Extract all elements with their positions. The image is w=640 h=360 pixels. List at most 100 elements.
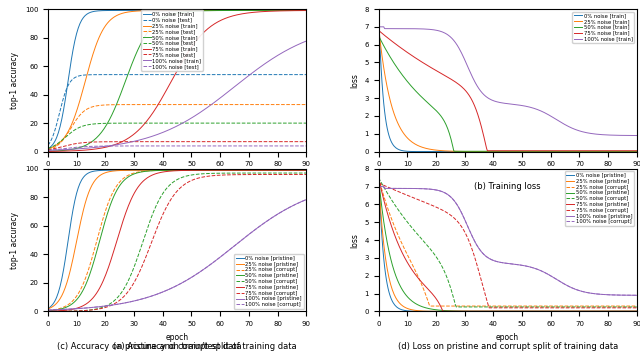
0% noise [test] (45, 142, 52, 146)
25% noise [pristine] (303, 168, 310, 172)
25% noise [pristine] (593, 309, 601, 314)
25% noise [pristine] (633, 309, 640, 314)
25% noise [train] (262, 8, 269, 13)
100% noise [train] (532, 107, 540, 111)
75% noise [test] (202, 139, 210, 144)
50% noise [train] (374, 33, 382, 38)
25% noise [train] (534, 149, 541, 154)
Line: 0% noise [pristine]: 0% noise [pristine] (378, 169, 637, 311)
50% noise [pristine] (44, 309, 52, 313)
100% noise [train] (593, 132, 600, 136)
0% noise [pristine] (202, 168, 210, 172)
75% noise [corrupt] (197, 175, 205, 180)
50% noise [train] (45, 149, 52, 153)
100% noise [test] (44, 148, 52, 153)
Line: 50% noise [train]: 50% noise [train] (378, 36, 637, 151)
Line: 0% noise [train]: 0% noise [train] (378, 9, 637, 152)
100% noise [corrupt] (303, 197, 310, 202)
0% noise [pristine] (262, 168, 270, 172)
25% noise [pristine] (529, 309, 536, 314)
100% noise [corrupt] (197, 269, 205, 274)
0% noise [train] (202, 8, 210, 13)
100% noise [corrupt] (376, 184, 383, 189)
50% noise [train] (610, 149, 618, 153)
100% noise [pristine] (45, 308, 52, 312)
100% noise [test] (45, 148, 52, 152)
25% noise [pristine] (374, 176, 382, 180)
25% noise [test] (262, 102, 269, 107)
0% noise [pristine] (593, 309, 601, 314)
50% noise [train] (633, 149, 640, 153)
75% noise [pristine] (45, 309, 52, 313)
100% noise [train] (527, 105, 535, 110)
25% noise [corrupt] (278, 168, 286, 172)
Line: 50% noise [corrupt]: 50% noise [corrupt] (48, 173, 307, 311)
100% noise [corrupt] (529, 265, 536, 270)
Line: 75% noise [pristine]: 75% noise [pristine] (378, 178, 637, 311)
50% noise [pristine] (278, 168, 286, 172)
100% noise [train] (376, 25, 383, 29)
100% noise [test] (197, 144, 205, 148)
Line: 0% noise [test]: 0% noise [test] (48, 75, 307, 145)
25% noise [test] (44, 148, 52, 152)
Legend: 0% noise [pristine], 25% noise [pristine], 25% noise [corrupt], 50% noise [prist: 0% noise [pristine], 25% noise [pristine… (565, 171, 634, 226)
75% noise [train] (198, 32, 205, 37)
100% noise [train] (44, 148, 52, 152)
0% noise [pristine] (279, 168, 287, 172)
100% noise [corrupt] (527, 265, 535, 270)
100% noise [pristine] (633, 293, 640, 297)
75% noise [test] (45, 148, 52, 152)
100% noise [pristine] (202, 266, 210, 270)
25% noise [train] (376, 33, 383, 37)
75% noise [corrupt] (262, 172, 269, 177)
Text: (c) Accuracy on pristine and corrupt split of training data: (c) Accuracy on pristine and corrupt spl… (58, 342, 297, 351)
0% noise [test] (279, 72, 287, 77)
25% noise [pristine] (45, 306, 52, 311)
0% noise [train] (534, 149, 541, 154)
75% noise [pristine] (262, 168, 269, 172)
25% noise [corrupt] (303, 168, 310, 172)
50% noise [corrupt] (197, 172, 205, 176)
75% noise [train] (529, 149, 536, 153)
50% noise [corrupt] (452, 305, 460, 309)
75% noise [pristine] (278, 168, 286, 172)
Line: 25% noise [corrupt]: 25% noise [corrupt] (48, 170, 307, 311)
25% noise [train] (202, 8, 210, 13)
Y-axis label: top-1 accuracy: top-1 accuracy (10, 212, 19, 269)
Line: 50% noise [pristine]: 50% noise [pristine] (378, 178, 637, 311)
0% noise [train] (262, 8, 270, 13)
75% noise [corrupt] (633, 306, 640, 310)
50% noise [pristine] (534, 309, 541, 314)
0% noise [pristine] (198, 168, 205, 172)
0% noise [pristine] (44, 306, 52, 311)
100% noise [pristine] (278, 209, 286, 213)
Line: 100% noise [pristine]: 100% noise [pristine] (378, 186, 637, 295)
75% noise [pristine] (534, 309, 541, 314)
100% noise [test] (202, 144, 210, 148)
75% noise [corrupt] (303, 172, 310, 177)
Line: 25% noise [pristine]: 25% noise [pristine] (48, 170, 307, 309)
0% noise [train] (257, 8, 264, 13)
50% noise [corrupt] (593, 305, 601, 309)
25% noise [train] (303, 8, 310, 13)
0% noise [train] (279, 8, 287, 13)
100% noise [train] (374, 25, 382, 29)
75% noise [train] (262, 9, 269, 14)
50% noise [corrupt] (262, 171, 269, 175)
100% noise [train] (202, 106, 210, 111)
50% noise [corrupt] (278, 171, 286, 175)
100% noise [train] (278, 51, 286, 55)
0% noise [pristine] (197, 168, 205, 172)
25% noise [pristine] (278, 168, 286, 172)
25% noise [corrupt] (376, 179, 383, 183)
0% noise [test] (198, 72, 205, 77)
X-axis label: epoch: epoch (496, 333, 519, 342)
Line: 25% noise [corrupt]: 25% noise [corrupt] (378, 178, 637, 306)
Line: 75% noise [corrupt]: 75% noise [corrupt] (48, 175, 307, 311)
50% noise [test] (303, 121, 310, 125)
75% noise [corrupt] (278, 172, 286, 177)
Y-axis label: loss: loss (350, 233, 359, 248)
50% noise [test] (45, 146, 52, 150)
75% noise [train] (45, 149, 52, 154)
0% noise [train] (633, 149, 640, 154)
